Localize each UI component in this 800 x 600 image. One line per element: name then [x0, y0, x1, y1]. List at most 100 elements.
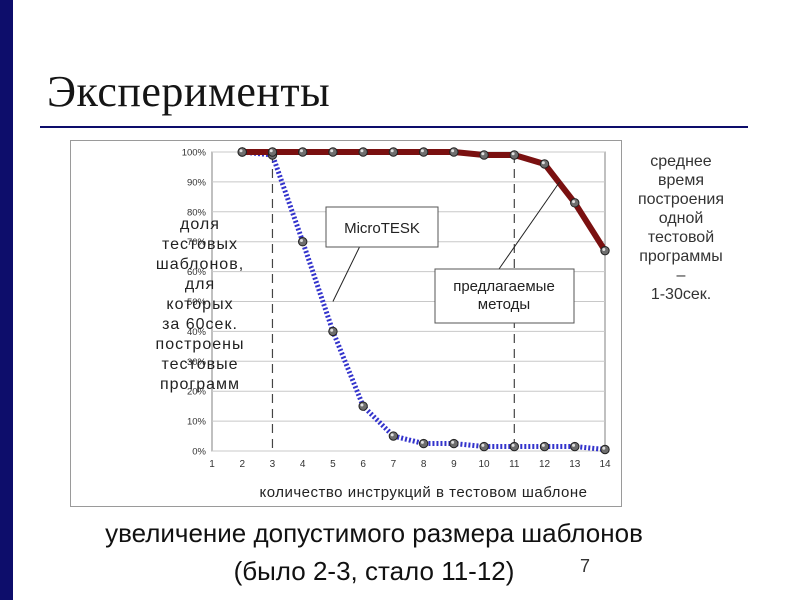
data-point-highlight — [451, 440, 455, 444]
annotation-box-microtesk — [325, 206, 439, 248]
conclusion-line-1: увеличение допустимого размера шаблонов — [105, 518, 643, 548]
data-point-highlight — [481, 152, 485, 156]
data-point-highlight — [481, 443, 485, 447]
y-tick-label: 50% — [187, 297, 207, 308]
y-tick-label: 30% — [187, 357, 207, 368]
data-point-proposed-methods — [509, 150, 520, 160]
data-point-highlight — [451, 149, 455, 153]
annotation-pointer-proposed — [498, 181, 561, 270]
x-tick-label: 9 — [451, 459, 457, 470]
data-point-proposed-methods — [328, 147, 338, 157]
data-point-microtesk — [449, 438, 459, 449]
data-point-highlight — [420, 149, 424, 153]
data-point-highlight — [269, 149, 273, 153]
average-time-caption-line: время — [658, 172, 704, 189]
y-tick-label: 70% — [187, 237, 207, 248]
y-tick-label: 100% — [182, 148, 207, 159]
line-chart: 0%10%20%30%40%50%60%70%80%90%100%1 2 3 4 5 6 7… — [182, 147, 611, 501]
x-tick-label: 6 — [360, 459, 366, 470]
data-point-highlight — [572, 200, 576, 204]
y-tick-label: 90% — [187, 177, 207, 188]
x-tick-label: 1 — [209, 459, 215, 470]
data-point-highlight — [420, 440, 424, 444]
data-point-highlight — [390, 433, 394, 437]
data-point-proposed-methods — [267, 147, 278, 157]
x-tick-label: 5 — [330, 459, 336, 470]
data-point-proposed-methods — [570, 198, 580, 208]
data-point-microtesk — [509, 441, 520, 452]
data-point-microtesk — [418, 438, 429, 449]
x-axis-label: количество инструкций в тестовом шаблоне — [259, 484, 587, 501]
data-point-microtesk — [297, 237, 308, 247]
data-point-highlight — [299, 239, 303, 242]
y-axis-caption-line: для — [184, 276, 216, 293]
y-tick-label: 20% — [187, 387, 207, 398]
data-point-highlight — [602, 247, 606, 251]
data-point-proposed-methods — [388, 147, 399, 157]
average-time-caption-line: одной — [658, 210, 704, 227]
annotation-pointer-microtesk — [332, 245, 361, 302]
data-point-highlight — [541, 161, 545, 165]
data-point-highlight — [330, 149, 334, 153]
y-tick-label: 0% — [192, 447, 206, 458]
average-time-caption-line: – — [676, 267, 686, 284]
conclusion-line-2: (было 2-3, стало 11-12) — [233, 556, 515, 586]
x-tick-label: 8 — [421, 459, 427, 470]
average-time-caption: среднее время построения одной тестовой прогр… — [628, 152, 734, 304]
annotation-label-proposed: предлагаемые — [453, 278, 555, 295]
y-axis-caption-line: построены — [155, 336, 245, 353]
y-tick-label: 80% — [187, 207, 207, 218]
x-tick-label: 4 — [300, 459, 306, 470]
data-point-highlight — [299, 149, 303, 153]
title-divider — [40, 126, 748, 128]
data-point-proposed-methods — [358, 147, 368, 157]
y-axis-caption-line: тестовых — [161, 236, 239, 253]
data-point-microtesk — [479, 441, 489, 452]
data-point-proposed-methods — [237, 147, 247, 157]
y-axis-caption-line: тестовые — [161, 356, 239, 373]
average-time-caption-line: тестовой — [647, 229, 715, 246]
x-tick-label: 12 — [539, 459, 551, 470]
x-tick-label: 10 — [479, 459, 491, 470]
page-number: 7 — [580, 556, 591, 576]
data-point-highlight — [330, 328, 334, 332]
data-point-highlight — [541, 443, 545, 447]
annotation-label-microtesk: MicroTESK — [344, 220, 420, 237]
average-time-caption-line: построения — [637, 191, 725, 208]
average-time-caption-line: среднее — [650, 153, 712, 170]
y-tick-label: 40% — [187, 327, 207, 338]
data-point-highlight — [511, 152, 515, 156]
data-point-proposed-methods — [449, 147, 459, 157]
data-point-highlight — [511, 443, 515, 447]
data-point-highlight — [239, 149, 243, 153]
y-tick-label: 10% — [187, 417, 207, 428]
accent-bar — [0, 0, 13, 600]
chart-frame: 0% 10% 20% 30% 40% 50% 60% 70% 80% 90% 100% 1 2 3 4 5 6 7… — [70, 140, 622, 507]
x-tick-label: 3 — [270, 459, 276, 470]
average-time-caption-line: 1-30сек. — [650, 286, 712, 303]
data-point-proposed-methods — [600, 245, 610, 256]
data-point-highlight — [602, 446, 606, 450]
x-tick-label: 2 — [239, 459, 245, 470]
x-tick-label: 7 — [391, 459, 397, 470]
data-point-proposed-methods — [418, 147, 429, 157]
data-point-highlight — [390, 149, 394, 153]
data-point-microtesk — [600, 444, 610, 455]
annotation-box-proposed — [434, 268, 575, 324]
data-point-proposed-methods — [539, 159, 550, 169]
y-axis-caption: доля тестовых шаблонов, для которых за 60сек.… — [140, 215, 260, 395]
data-point-microtesk — [358, 401, 368, 411]
data-point-microtesk — [570, 441, 580, 452]
data-point-highlight — [360, 149, 364, 153]
data-point-highlight — [360, 403, 364, 407]
data-point-microtesk — [388, 431, 399, 441]
x-tick-label: 14 — [599, 459, 611, 470]
y-tick-label: 60% — [187, 267, 207, 278]
y-axis-caption-line: программ — [159, 376, 241, 393]
y-axis-caption-line: которых — [166, 296, 234, 313]
y-axis-caption-line: за 60сек. — [162, 316, 238, 333]
annotation-label-proposed: методы — [478, 296, 530, 313]
y-axis-caption-line: шаблонов, — [155, 256, 245, 273]
x-tick-label: 11 — [509, 459, 520, 470]
slide-title: Эксперименты — [47, 67, 331, 116]
